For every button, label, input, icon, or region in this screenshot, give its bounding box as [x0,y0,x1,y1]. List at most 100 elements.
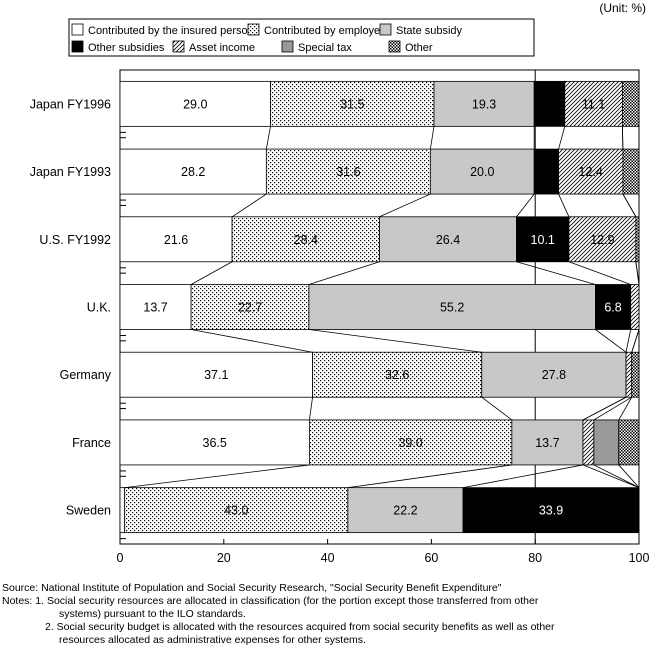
connector-line [595,329,627,353]
connector-line [379,193,431,218]
x-tick-label: 0 [117,551,124,565]
data-label: 33.9 [539,504,563,518]
category-label: Germany [60,368,112,382]
bar-segment [270,80,435,127]
data-label: 12.9 [590,233,614,247]
legend-swatch [71,23,84,36]
bar-segment [119,80,271,127]
x-tick-label: 80 [528,551,542,565]
bar-segment [516,216,570,263]
bar-segment [429,148,535,195]
legend-box [68,18,535,57]
data-label: 13.7 [535,436,559,450]
footnotes: Source: National Institute of Population… [2,582,652,647]
connector-line [124,464,310,489]
connector-line [558,193,570,217]
data-label: 32.6 [385,368,409,382]
legend-swatch [388,40,401,53]
bar-segment [533,80,566,127]
connector-line [582,396,627,421]
connector-line [308,261,380,285]
legend-label: Contributed by employers [264,25,390,37]
data-label: 20.0 [470,165,494,179]
legend-swatch [71,40,84,53]
connector-line [462,464,584,489]
bar-segment [481,351,627,398]
data-label: 10.1 [531,233,555,247]
note-2: 2. Social security budget is allocated w… [45,621,555,633]
connector-line [516,261,596,285]
connector-line [618,397,633,421]
note-1: Notes: 1. Social security resources are … [2,595,539,607]
connector-line [621,126,624,150]
legend-label: Special tax [298,42,352,54]
connector-line [265,126,271,150]
bar-segment [347,487,464,534]
x-tick-label: 20 [217,551,231,565]
legend-label: Other [405,42,433,54]
bar-segment [622,148,640,195]
bar-segment [119,419,310,466]
bar-segment [433,80,535,127]
data-label: 22.7 [238,301,262,315]
connector-line [635,261,640,285]
data-label: 36.5 [203,436,227,450]
category-label: Japan FY1993 [30,165,111,179]
data-label: 26.4 [436,233,460,247]
data-label: 39.0 [398,436,422,450]
bar-segment [621,80,640,127]
data-label: 55.2 [440,301,464,315]
connector-line [558,126,566,150]
bar-segment [630,284,640,330]
data-label: 27.8 [542,368,566,382]
data-label: 13.7 [143,301,167,315]
bar-segment [265,148,431,195]
x-tick-label: 60 [424,551,438,565]
legend-label: State subsidy [396,25,463,37]
connector-line [309,397,313,420]
data-label: 22.2 [393,504,417,518]
source-note: Source: National Institute of Population… [2,582,502,594]
legend-label: Contributed by the insured persons [88,25,260,37]
note-1-cont: systems) pursuant to the ILO standards. [59,608,246,620]
bar-segment [564,80,623,127]
legend-swatch [379,23,392,36]
stacked-bar-chart: Contributed by the insured persons Contri… [30,18,650,565]
bar-segment [558,148,624,195]
connector-line [622,193,637,217]
bar-segment [462,487,640,534]
bar-segment [625,351,633,398]
legend-label: Other subsidies [88,42,165,54]
data-label: 19.3 [472,97,496,111]
unit-label: (Unit: %) [599,1,646,15]
data-label: 28.2 [181,165,205,179]
bar-segment [533,148,559,195]
connector-line [347,464,512,489]
legend-swatch [281,40,294,53]
bar-segment [635,216,640,263]
bar-segment [568,216,637,263]
connector-line [593,464,640,489]
connector-line [481,396,513,421]
bar-segment [119,216,233,263]
legend-label: Asset income [189,42,255,54]
data-label: 11.1 [582,97,605,111]
bar-segment [593,419,620,466]
category-label: France [72,436,111,450]
category-label: U.S. FY1992 [39,233,111,247]
bar-segment [312,351,483,398]
bar-segment [119,487,126,534]
x-tick-label: 100 [629,551,650,565]
legend-swatch [247,23,260,36]
bar-segment [190,284,310,330]
connector-line [429,126,435,150]
connector-line [618,464,640,488]
connector-line [308,329,482,353]
bar-segment [379,216,517,263]
bar-segment [119,148,267,195]
connector-line [582,464,640,489]
bar-segment [308,284,596,330]
data-label: 31.6 [336,165,360,179]
data-label: 6.8 [604,301,621,315]
